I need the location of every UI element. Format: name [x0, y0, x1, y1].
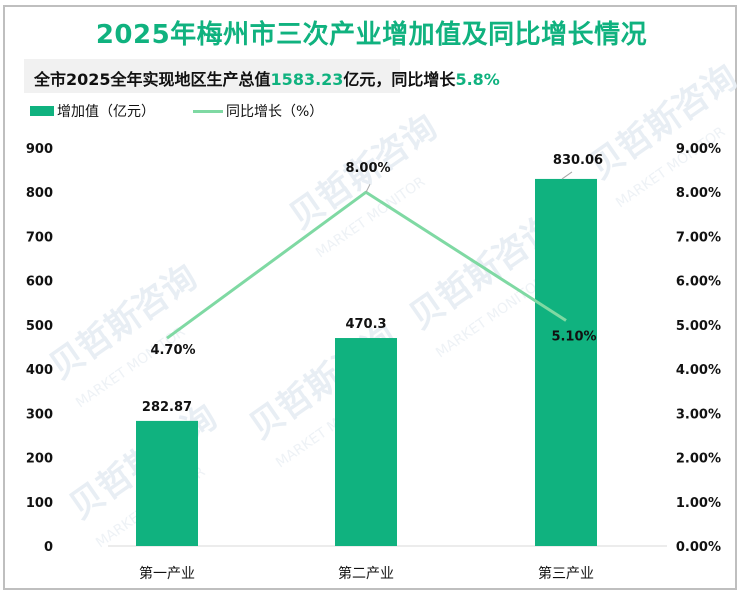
- bar: [136, 420, 198, 546]
- subtitle-box: [24, 59, 400, 93]
- line-series: 4.70% 8.00% 5.10%: [150, 161, 596, 358]
- line-swatch-icon: [193, 109, 223, 113]
- line-value-label: 8.00%: [345, 161, 390, 176]
- left-tick-label: 400: [26, 363, 53, 378]
- x-axis-label: 第一产业: [139, 565, 195, 582]
- bar: [335, 338, 397, 546]
- subtitle: 全市2025全年实现地区生产总值1583.23亿元，同比增长5.8%: [34, 66, 500, 90]
- legend-item-line: 同比增长（%）: [193, 101, 323, 121]
- left-tick-label: 300: [26, 407, 53, 422]
- left-tick-label: 700: [26, 230, 53, 245]
- right-tick-label: 1.00%: [676, 496, 721, 511]
- x-axis-labels: 第一产业 第二产业 第三产业: [139, 565, 594, 582]
- bar-value-label: 282.87: [142, 400, 192, 415]
- bar-swatch-icon: [30, 106, 54, 116]
- right-tick-label: 4.00%: [676, 363, 721, 378]
- right-tick-label: 7.00%: [676, 230, 721, 245]
- left-tick-label: 500: [26, 319, 53, 334]
- left-axis: 0 100 200 300 400 500 600 700 800 900: [26, 142, 53, 555]
- bar-value-label: 470.3: [345, 317, 386, 332]
- legend-item-bar: 增加值（亿元）: [30, 101, 155, 121]
- gdp-value: 1583.23: [270, 70, 344, 89]
- right-axis: 0.00% 1.00% 2.00% 3.00% 4.00% 5.00% 6.00% 7.00%…: [676, 142, 721, 555]
- bar-value-label: 830.06: [553, 153, 603, 168]
- left-tick-label: 600: [26, 275, 53, 290]
- right-tick-label: 6.00%: [676, 275, 721, 290]
- bar: [535, 178, 597, 546]
- right-tick-label: 8.00%: [676, 186, 721, 201]
- left-tick-label: 0: [44, 540, 53, 555]
- legend-bar-label: 增加值（亿元）: [57, 104, 155, 120]
- x-axis-label: 第三产业: [538, 565, 594, 582]
- left-tick-label: 200: [26, 452, 53, 467]
- subtitle-prefix: 全市2025全年实现地区生产总值: [34, 70, 271, 89]
- subtitle-middle: 亿元，同比增长: [343, 70, 456, 89]
- chart-title: 2025年梅州市三次产业增加值及同比增长情况: [95, 20, 648, 50]
- left-tick-label: 800: [26, 186, 53, 201]
- right-tick-label: 3.00%: [676, 407, 721, 422]
- right-tick-label: 5.00%: [676, 319, 721, 334]
- line-value-label: 5.10%: [551, 329, 596, 344]
- x-axis-label: 第二产业: [338, 565, 394, 582]
- leader-line: [365, 183, 371, 193]
- left-tick-label: 100: [26, 496, 53, 511]
- legend: 增加值（亿元） 同比增长（%）: [30, 101, 361, 121]
- growth-value: 5.8%: [455, 70, 500, 89]
- right-tick-label: 2.00%: [676, 452, 721, 467]
- right-tick-label: 0.00%: [676, 540, 721, 555]
- bar-series: 282.87 470.3 830.06: [136, 153, 603, 546]
- line-value-label: 4.70%: [150, 343, 195, 358]
- leader-line: [561, 171, 573, 180]
- left-tick-label: 900: [26, 142, 53, 157]
- legend-line-label: 同比增长（%）: [226, 104, 324, 120]
- right-tick-label: 9.00%: [676, 142, 721, 157]
